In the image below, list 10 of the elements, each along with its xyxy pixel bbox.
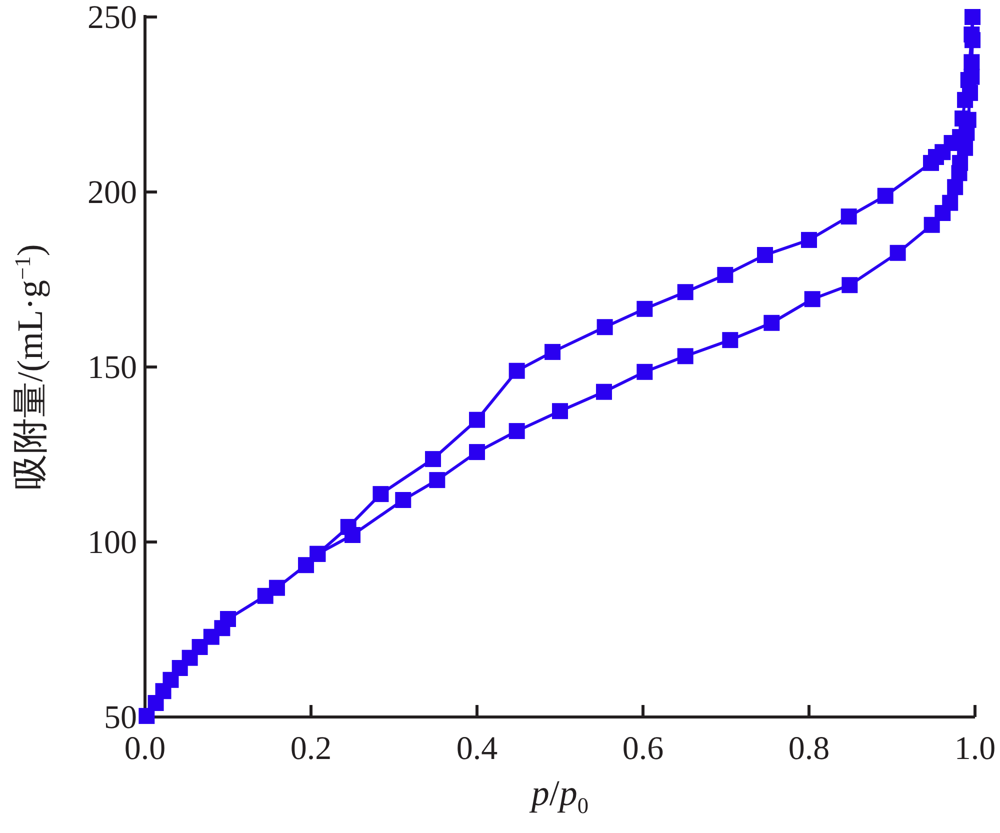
ytick: 150 [88,350,137,386]
ytick: 250 [88,0,137,36]
ytick: 200 [88,175,137,211]
xtick: 0.8 [788,731,830,767]
xtick: 1.0 [954,731,996,767]
xtick: 0.4 [456,731,498,767]
xtick: 0.2 [290,731,332,767]
xlabel: p/p$_{0}$ [531,773,589,818]
xtick: 0.6 [622,731,664,767]
ytick: 100 [88,525,137,561]
